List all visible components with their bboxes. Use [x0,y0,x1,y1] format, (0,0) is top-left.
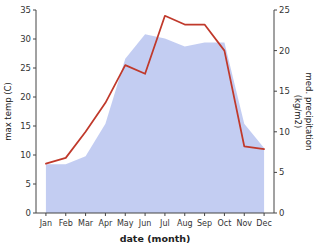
x-tick-label: Aug [177,219,193,228]
y-tick-label: 10 [20,150,31,160]
x-tick-label: Oct [217,219,231,228]
x-tick-label: Jul [159,219,170,228]
y-tick-label: 25 [20,63,31,73]
x-tick-label: Jun [138,219,152,228]
y-tick [33,126,36,127]
y-axis-line [36,10,37,213]
x-tick-label: Mar [78,219,94,228]
plot-area [46,16,264,213]
y2-tick-label: 5 [279,167,284,177]
y-tick-label: 20 [20,92,31,102]
x-axis-line [36,213,274,214]
y-tick [33,155,36,156]
y-tick [33,97,36,98]
y2-tick [274,213,277,214]
x-tick [145,213,146,216]
x-tick [184,213,185,216]
y-tick [33,213,36,214]
y2-axis-label: med. precipitation(kg/m2) [293,73,314,151]
chart: 0 5 10 15 20 25 30 35 0 5 10 15 20 25 Jan Feb Mar Apr May J… [0,0,318,247]
y-tick [33,184,36,185]
precip-area [46,34,264,213]
x-tick [125,213,126,216]
x-tick [264,213,265,216]
x-tick [85,213,86,216]
x-tick-label: Dec [256,219,271,228]
x-tick [105,213,106,216]
y-tick-label: 0 [26,208,31,218]
x-tick [244,213,245,216]
y2-axis-label-line: med. precipitation [304,73,314,151]
x-tick [224,213,225,216]
y2-tick [274,131,277,132]
y2-tick-label: 20 [279,46,290,56]
y-tick-label: 35 [20,5,31,15]
x-tick-label: May [117,219,134,228]
y2-tick-label: 10 [279,127,290,137]
x-tick [204,213,205,216]
x-tick-label: Jan [39,219,52,228]
y-tick-label: 15 [20,121,31,131]
y2-tick [274,172,277,173]
y2-tick [274,91,277,92]
x-axis-label: date (month) [120,233,191,244]
x-tick [65,213,66,216]
x-tick-label: Sep [197,219,212,228]
y2-tick-label: 0 [279,208,284,218]
y2-tick-label: 15 [279,86,290,96]
x-tick [164,213,165,216]
temp-line [46,16,264,164]
y2-tick [274,50,277,51]
y2-tick [274,10,277,11]
y2-axis-line [274,10,275,213]
y-tick [33,39,36,40]
y-tick [33,68,36,69]
y-tick-label: 5 [26,179,31,189]
x-tick-label: Nov [236,219,252,228]
y-axis-label: max temp (C) [3,82,13,141]
y-tick-label: 30 [20,34,31,44]
x-tick-label: Feb [59,219,73,228]
y2-axis-label-line: (kg/m2) [293,95,303,129]
y2-tick-label: 25 [279,5,290,15]
x-tick-label: Apr [98,219,113,228]
y-tick [33,10,36,11]
x-tick [45,213,46,216]
